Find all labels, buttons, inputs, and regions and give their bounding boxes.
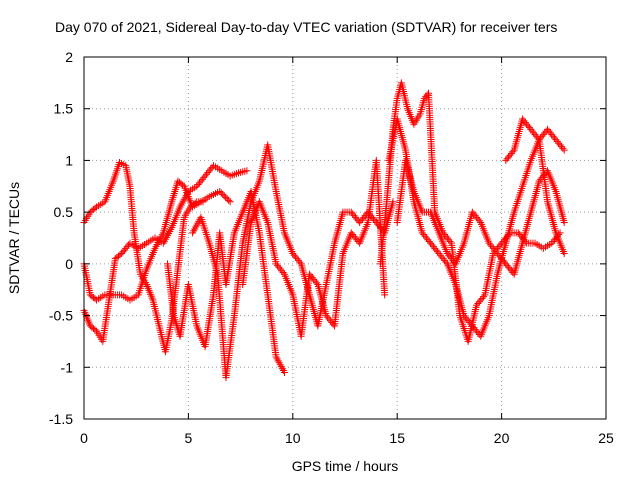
x-tick-labels: 0 5 10 15 20 25 — [80, 430, 614, 446]
data-point — [560, 218, 568, 226]
x-tick-label: 20 — [494, 430, 510, 446]
y-tick-label: 1.5 — [54, 101, 74, 117]
x-axis-label: GPS time / hours — [292, 458, 399, 474]
y-tick-label: 0 — [65, 256, 73, 272]
data-point — [480, 293, 488, 301]
data-point — [389, 198, 397, 206]
y-tick-label: 1 — [65, 152, 73, 168]
chart-title: Day 070 of 2021, Sidereal Day-to-day VTE… — [55, 19, 557, 35]
data-point — [279, 268, 287, 276]
series-5 — [189, 141, 397, 382]
y-tick-label: 0.5 — [54, 204, 74, 220]
data-point — [219, 190, 227, 198]
data-point — [560, 146, 568, 154]
data-point — [226, 198, 234, 206]
data-point — [243, 167, 251, 175]
y-tick-label: -0.5 — [49, 308, 73, 324]
y-tick-labels: -1.5 -1 -0.5 0 0.5 1 1.5 2 — [49, 49, 73, 427]
y-axis-label: SDTVAR / TECUs — [6, 182, 22, 294]
tick-marks — [83, 56, 607, 420]
x-tick-label: 10 — [285, 430, 301, 446]
data-point — [116, 251, 124, 259]
data-point — [220, 192, 228, 200]
data-point — [475, 217, 483, 225]
series-10 — [502, 115, 568, 258]
data-point — [91, 204, 99, 212]
data-point — [559, 144, 567, 152]
series-layer — [80, 79, 568, 382]
series-6 — [239, 156, 389, 340]
data-point — [312, 279, 320, 287]
data-point — [442, 258, 450, 266]
data-point — [217, 189, 225, 197]
data-point — [225, 196, 233, 204]
data-point — [296, 258, 304, 266]
y-tick-label: -1.5 — [49, 411, 73, 427]
data-point — [560, 250, 568, 258]
data-point — [216, 187, 224, 195]
plot-frame — [83, 56, 607, 420]
series-3 — [80, 162, 251, 345]
y-tick-label: -1 — [61, 359, 74, 375]
x-tick-label: 5 — [185, 430, 193, 446]
data-point — [223, 195, 231, 203]
data-point — [534, 134, 542, 142]
data-point — [381, 291, 389, 299]
data-point — [280, 368, 288, 376]
x-tick-label: 0 — [80, 430, 88, 446]
x-tick-label: 15 — [389, 430, 405, 446]
data-point — [509, 148, 517, 156]
series-9 — [393, 156, 568, 278]
data-point — [446, 237, 454, 245]
x-tick-label: 25 — [598, 430, 614, 446]
data-point — [222, 193, 230, 201]
y-tick-label: 2 — [65, 49, 73, 65]
series-4 — [164, 187, 288, 376]
